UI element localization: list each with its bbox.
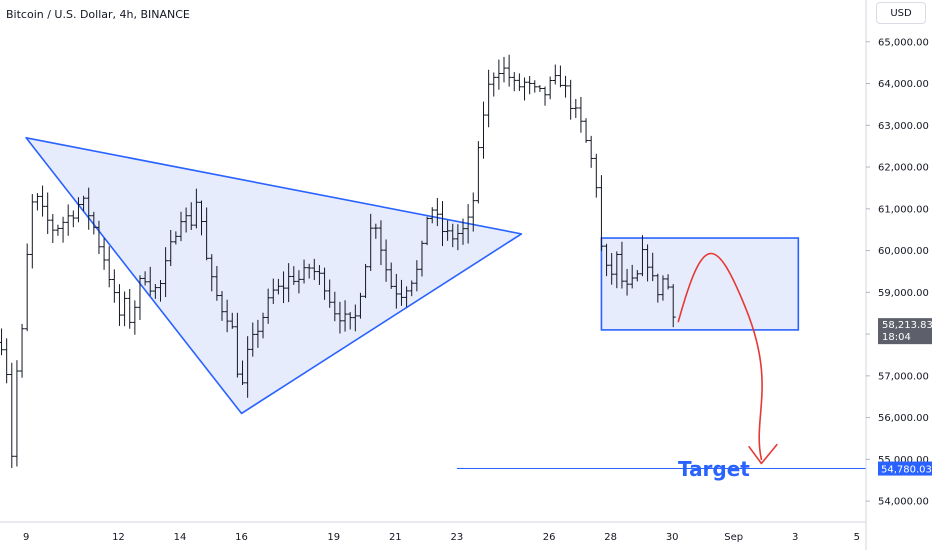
x-tick-label: 23 (450, 532, 463, 543)
y-tick-label: 54,000.00 (878, 497, 929, 508)
y-tick-label: 59,000.00 (878, 288, 929, 299)
x-tick-label: 5 (854, 532, 860, 543)
y-tick-label: 57,000.00 (878, 371, 929, 382)
pattern-overlay (25, 137, 866, 470)
annotations (677, 252, 778, 465)
y-tick-label: 60,000.00 (878, 246, 929, 257)
y-tick-label: 61,000.00 (878, 204, 929, 215)
chart-title: Bitcoin / U.S. Dollar, 4h, BINANCE (6, 8, 190, 21)
x-tick-label: 9 (23, 532, 29, 543)
target-label: Target (678, 457, 750, 481)
y-tick-label: 55,000.00 (878, 455, 929, 466)
projection-arrow (677, 252, 763, 461)
ohlc-bars (0, 54, 676, 469)
y-tick-label: 56,000.00 (878, 413, 929, 424)
target-price-tag: 54,780.03 (878, 461, 932, 476)
x-tick-label: 21 (389, 532, 402, 543)
x-tick-label: 16 (235, 532, 248, 543)
x-tick-label: 19 (327, 532, 340, 543)
current-price-tag: 58,213.83 18:04 (878, 318, 932, 345)
current-price-value: 58,213.83 (882, 320, 932, 331)
y-tick-label: 63,000.00 (878, 121, 929, 132)
price-countdown: 18:04 (882, 332, 911, 343)
x-tick-label: Sep (724, 532, 743, 543)
x-tick-label: 28 (604, 532, 617, 543)
projection-arrowhead (748, 443, 778, 465)
x-tick-label: 30 (666, 532, 679, 543)
x-tick-label: 14 (174, 532, 187, 543)
y-tick-label: 64,000.00 (878, 79, 929, 90)
x-tick-label: 3 (792, 532, 798, 543)
y-tick-label: 62,000.00 (878, 163, 929, 174)
triangle-pattern (25, 137, 523, 415)
consolidation-box (600, 237, 800, 331)
target-price-value: 54,780.03 (881, 465, 932, 476)
currency-button[interactable]: USD (876, 2, 926, 24)
y-tick-label: 65,000.00 (878, 37, 929, 48)
x-tick-label: 26 (543, 532, 556, 543)
x-tick-label: 12 (112, 532, 125, 543)
